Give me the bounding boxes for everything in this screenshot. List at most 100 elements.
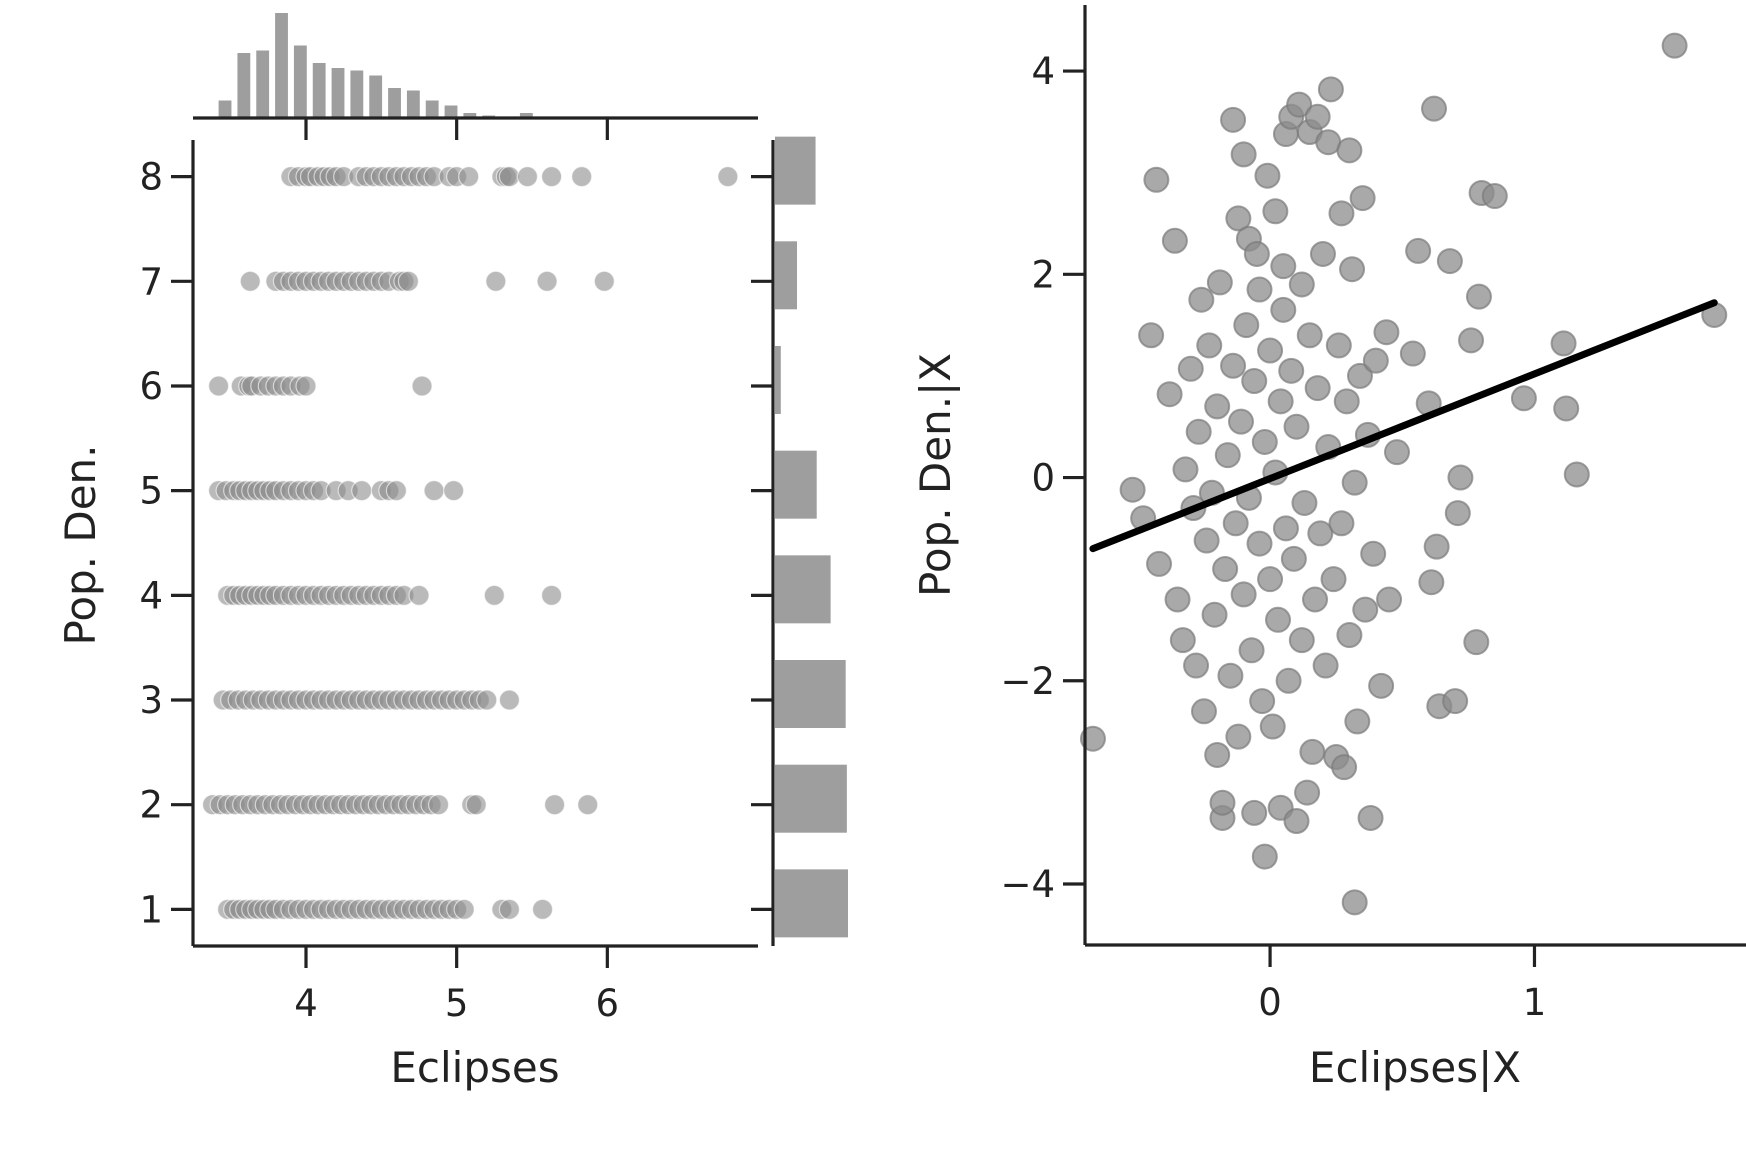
pr-point: [1196, 332, 1223, 359]
pr-point: [1233, 312, 1260, 339]
joint-point: [577, 794, 599, 816]
joint-point: [465, 794, 487, 816]
pr-point: [1304, 375, 1331, 402]
joint-x-tick-label: 6: [596, 982, 620, 1025]
pr-point: [1309, 240, 1336, 267]
pr-point: [1346, 362, 1373, 389]
pr-point: [1220, 106, 1247, 133]
pr-point: [1164, 586, 1191, 613]
joint-point: [351, 480, 373, 502]
joint-point: [540, 166, 563, 188]
pr-point: [1302, 586, 1329, 613]
pr-point: [1193, 527, 1220, 554]
joint-marginal-x-bar: [331, 68, 345, 118]
pr-point: [1336, 622, 1363, 649]
pr-point: [1204, 393, 1231, 420]
pr-point: [1376, 586, 1403, 613]
pr-point: [1267, 388, 1294, 415]
pr-y-tick-label: 4: [1031, 50, 1055, 93]
pr-y-ticks: −4 −2 0 2 4: [1000, 50, 1085, 906]
joint-marginal-x-bar: [406, 90, 420, 118]
pr-point: [1138, 322, 1165, 349]
pr-point: [1481, 183, 1508, 210]
pr-point: [1286, 91, 1313, 118]
pr-point: [1320, 566, 1347, 593]
pr-point: [1209, 789, 1236, 816]
pr-point: [1288, 627, 1315, 654]
joint-marginal-y-bar: [775, 241, 798, 310]
joint-point: [239, 270, 261, 292]
joint-point: [385, 480, 407, 502]
pr-point: [1238, 637, 1265, 664]
joint-point: [208, 375, 230, 397]
pr-point: [1270, 296, 1297, 323]
pr-point: [1079, 725, 1106, 752]
joint-point: [458, 166, 480, 188]
joint-y-axis-label: Pop. Den.: [56, 444, 105, 645]
pr-point: [1177, 355, 1204, 382]
pr-point: [1190, 698, 1217, 725]
pr-point: [1265, 606, 1292, 633]
pr-point: [1246, 530, 1273, 557]
pr-point: [1317, 76, 1344, 103]
pr-point: [1360, 540, 1387, 567]
pr-point: [1230, 141, 1257, 168]
pr-point: [1458, 327, 1485, 354]
pr-point: [1447, 464, 1474, 491]
pr-point: [1251, 843, 1278, 870]
joint-marginal-y-bar: [775, 764, 847, 833]
pr-x-tick-label: 0: [1258, 981, 1282, 1024]
pr-point: [1436, 248, 1463, 275]
pr-point: [1296, 322, 1323, 349]
pr-point: [1550, 330, 1577, 357]
joint-marginal-y-bar: [775, 136, 816, 205]
pr-point: [1283, 808, 1310, 835]
pr-point: [1331, 754, 1358, 781]
joint-point: [397, 270, 420, 292]
joint-y-tick-label: 6: [139, 365, 163, 408]
pr-point: [1259, 713, 1286, 740]
pr-point: [1280, 545, 1307, 572]
joint-x-ticks: 4 5 6: [294, 118, 619, 1025]
joint-point: [516, 166, 539, 188]
pr-point: [1212, 556, 1239, 582]
joint-point: [453, 898, 475, 920]
pr-point: [1246, 276, 1273, 303]
pr-y-tick-label: −2: [1000, 660, 1055, 703]
joint-point: [295, 375, 317, 397]
pr-point: [1373, 319, 1400, 346]
joint-marginal-y-bar: [775, 345, 781, 414]
pr-point: [1399, 340, 1426, 367]
joint-marginal-x-bar: [237, 53, 251, 118]
pr-point: [1222, 510, 1249, 537]
pr-point: [1339, 256, 1366, 283]
pr-point: [1275, 667, 1302, 694]
pr-point: [1357, 804, 1384, 831]
pr-point: [1336, 137, 1363, 164]
joint-y-tick-label: 2: [139, 784, 163, 827]
pr-point: [1352, 596, 1379, 623]
pr-point: [1421, 95, 1448, 122]
joint-y-tick-label: 5: [139, 470, 163, 513]
joint-y-ticks: 1 2 3 4 5 6 7 8: [139, 156, 193, 931]
partial-regression-points: [1079, 32, 1728, 916]
joint-marginal-y-bar: [775, 450, 817, 519]
pr-point: [1225, 205, 1252, 232]
joint-marginal-x-bar: [275, 13, 288, 118]
joint-point: [531, 898, 554, 920]
pr-point: [1272, 515, 1299, 542]
pr-point: [1241, 799, 1268, 826]
joint-point: [443, 480, 465, 502]
joint-point: [408, 584, 430, 606]
joint-marginal-x-bar: [444, 105, 458, 118]
joint-y-tick-label: 3: [139, 679, 163, 722]
joint-point: [571, 166, 593, 188]
pr-point: [1156, 381, 1183, 408]
pr-point: [1341, 889, 1368, 916]
joint-point: [423, 480, 445, 502]
joint-point: [536, 270, 558, 292]
pr-x-tick-label: 1: [1523, 981, 1547, 1024]
pr-point: [1183, 652, 1210, 679]
joint-point: [593, 270, 615, 292]
